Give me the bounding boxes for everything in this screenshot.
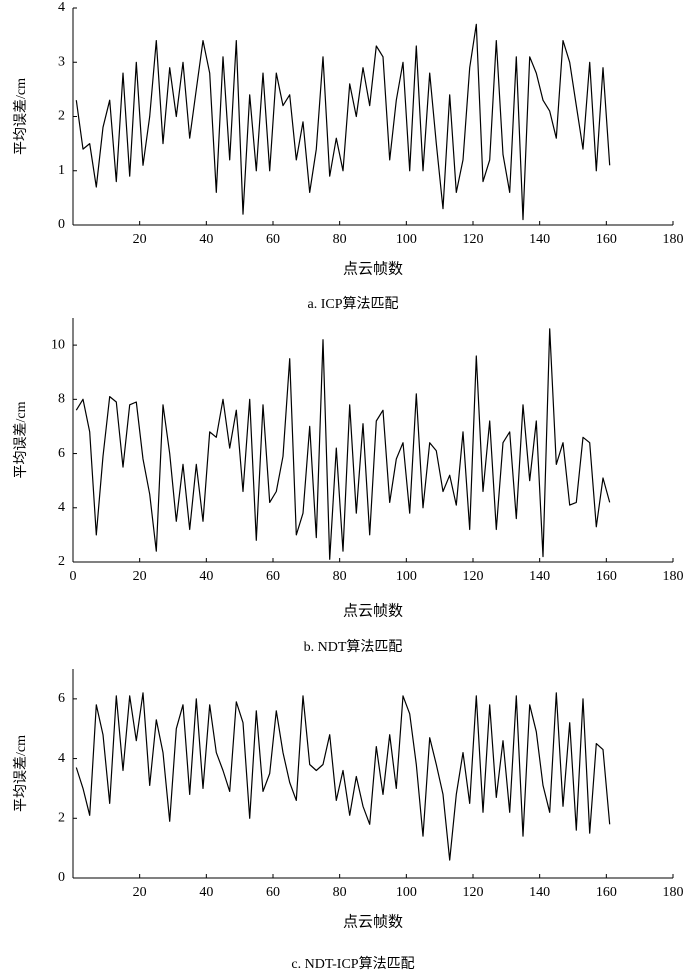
y-tick-label: 10 [51, 337, 65, 352]
y-tick-label: 2 [58, 109, 65, 124]
y-tick-label: 0 [58, 217, 65, 232]
caption: a. ICP算法匹配 [308, 296, 399, 312]
x-tick-label: 0 [70, 569, 77, 584]
y-tick-label: 2 [58, 811, 65, 826]
x-axis-label: 点云帧数 [343, 260, 403, 277]
x-tick-label: 40 [199, 569, 213, 584]
x-tick-label: 140 [529, 885, 550, 900]
x-tick-label: 180 [663, 569, 684, 584]
x-axis-label: 点云帧数 [343, 602, 403, 619]
x-tick-label: 40 [199, 232, 213, 247]
data-line [75, 328, 611, 560]
y-tick-label: 6 [58, 446, 65, 461]
y-tick-label: 2 [58, 554, 65, 569]
data-line [75, 23, 611, 221]
x-tick-label: 100 [396, 569, 417, 584]
y-axis-label: 平均误差/cm [13, 735, 29, 812]
x-tick-label: 100 [396, 232, 417, 247]
x-axis-label: 点云帧数 [343, 913, 403, 930]
x-tick-label: 120 [463, 885, 484, 900]
x-tick-label: 80 [333, 885, 347, 900]
y-tick-label: 1 [58, 163, 65, 178]
x-tick-label: 120 [463, 569, 484, 584]
x-tick-label: 160 [596, 232, 617, 247]
y-axis-label: 平均误差/cm [13, 401, 29, 478]
x-tick-label: 80 [333, 569, 347, 584]
y-tick-label: 4 [58, 751, 65, 766]
x-tick-label: 180 [663, 232, 684, 247]
caption: b. NDT算法匹配 [304, 639, 403, 655]
x-tick-label: 20 [133, 885, 147, 900]
x-tick-label: 60 [266, 232, 280, 247]
x-tick-label: 60 [266, 885, 280, 900]
x-tick-label: 20 [133, 232, 147, 247]
x-tick-label: 40 [199, 885, 213, 900]
caption: c. NDT-ICP算法匹配 [291, 956, 414, 972]
y-tick-label: 3 [58, 54, 65, 69]
x-tick-label: 160 [596, 885, 617, 900]
data-line [75, 692, 611, 861]
y-tick-label: 6 [58, 691, 65, 706]
x-tick-label: 160 [596, 569, 617, 584]
x-tick-label: 100 [396, 885, 417, 900]
x-tick-label: 180 [663, 885, 684, 900]
x-tick-label: 80 [333, 232, 347, 247]
x-tick-label: 60 [266, 569, 280, 584]
x-tick-label: 20 [133, 569, 147, 584]
x-tick-label: 140 [529, 569, 550, 584]
x-tick-label: 120 [463, 232, 484, 247]
y-tick-label: 4 [58, 500, 65, 515]
y-tick-label: 8 [58, 392, 65, 407]
y-tick-label: 4 [58, 0, 65, 15]
y-axis-label: 平均误差/cm [13, 78, 29, 155]
x-tick-label: 140 [529, 232, 550, 247]
y-tick-label: 0 [58, 870, 65, 885]
